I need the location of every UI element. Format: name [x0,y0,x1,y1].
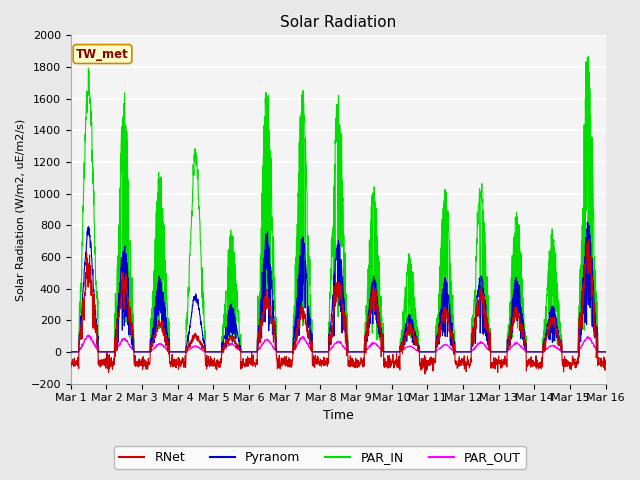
Text: TW_met: TW_met [76,48,129,60]
Y-axis label: Solar Radiation (W/m2, uE/m2/s): Solar Radiation (W/m2, uE/m2/s) [15,118,25,300]
Title: Solar Radiation: Solar Radiation [280,15,396,30]
X-axis label: Time: Time [323,409,354,422]
Legend: RNet, Pyranom, PAR_IN, PAR_OUT: RNet, Pyranom, PAR_IN, PAR_OUT [115,446,525,469]
